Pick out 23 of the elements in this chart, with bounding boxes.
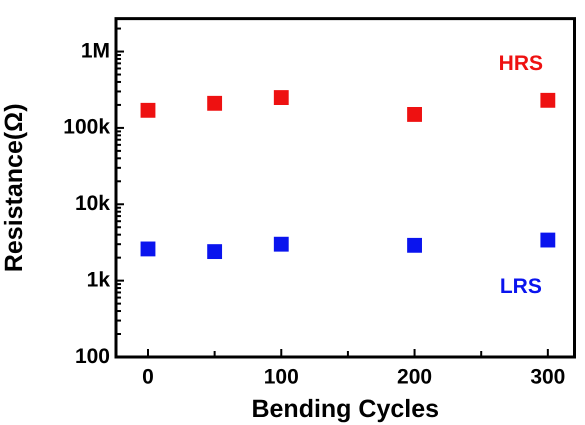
- point: [540, 92, 556, 108]
- point: [207, 96, 222, 111]
- point: [274, 90, 289, 105]
- x-tick-label: 200: [397, 365, 432, 388]
- series-label: LRS: [500, 274, 542, 298]
- point: [274, 236, 289, 252]
- y-tick-label: 10k: [74, 192, 110, 216]
- y-axis-title: Resistance(Ω): [0, 103, 28, 272]
- y-tick-label: 1M: [80, 39, 110, 62]
- x-tick-label: 300: [530, 365, 566, 388]
- x-tick-label: 0: [142, 365, 154, 388]
- x-tick-label: 100: [264, 365, 299, 388]
- y-tick-label: 100: [74, 344, 110, 368]
- x-axis-title: Bending Cycles: [251, 394, 440, 423]
- series-label: HRS: [498, 52, 544, 76]
- y-tick-label: 100k: [63, 116, 110, 139]
- point: [407, 238, 422, 253]
- point: [407, 107, 422, 122]
- point: [140, 102, 156, 118]
- point: [207, 244, 222, 260]
- point: [140, 242, 156, 256]
- point: [540, 232, 556, 248]
- y-tick-label: 1k: [86, 268, 110, 292]
